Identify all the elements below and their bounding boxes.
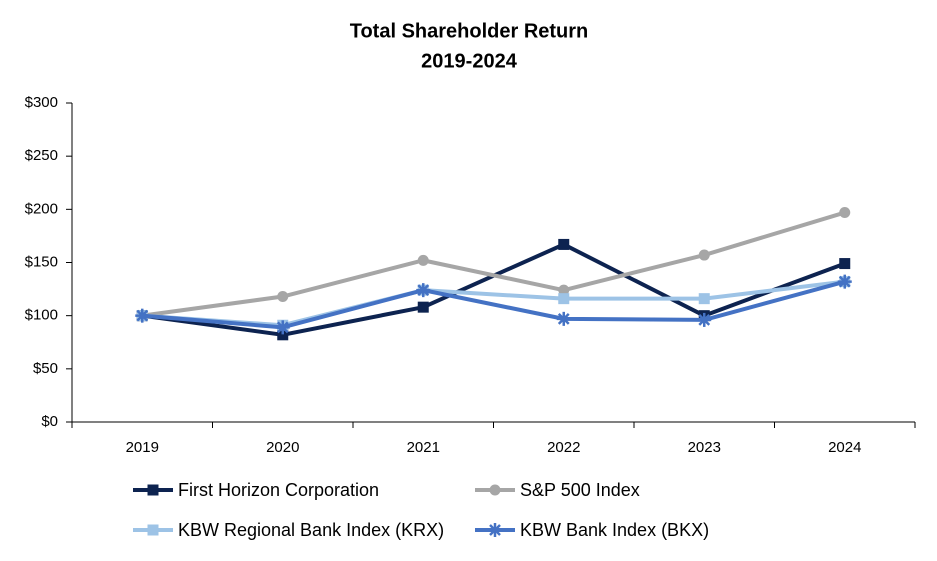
y-tick-label: $250: [25, 147, 58, 164]
data-point: [558, 238, 570, 250]
data-point: [698, 293, 710, 305]
chart-title: Total Shareholder Return: [350, 20, 589, 42]
data-point: [837, 274, 852, 289]
data-point: [277, 291, 289, 303]
y-tick-label: $150: [25, 253, 58, 270]
data-point: [839, 207, 851, 219]
data-point: [277, 329, 289, 341]
y-tick-label: $0: [41, 413, 58, 430]
data-point: [416, 283, 431, 298]
legend-label: First Horizon Corporation: [178, 480, 379, 500]
data-point: [556, 311, 571, 326]
y-tick-label: $200: [25, 200, 58, 217]
x-tick-label: 2022: [547, 439, 580, 456]
marker-stroke: [698, 314, 711, 326]
data-point: [839, 258, 851, 270]
data-point: [698, 249, 710, 261]
x-tick-label: 2019: [126, 439, 159, 456]
data-point: [135, 308, 150, 323]
data-point: [558, 284, 570, 296]
legend-label: KBW Bank Index (BKX): [520, 520, 709, 540]
marker-stroke: [557, 312, 570, 325]
y-tick-label: $100: [25, 307, 58, 324]
marker-stroke: [489, 524, 501, 536]
series-line: [142, 279, 846, 330]
y-tick-label: $50: [33, 360, 58, 377]
y-tick-label: $300: [25, 94, 58, 111]
x-tick-label: 2023: [688, 439, 721, 456]
data-point: [697, 312, 712, 327]
legend-label: KBW Regional Bank Index (KRX): [178, 520, 444, 540]
data-point: [275, 320, 290, 335]
x-tick-label: 2020: [266, 439, 299, 456]
data-point: [417, 254, 429, 266]
x-tick-label: 2021: [407, 439, 440, 456]
legend-label: S&P 500 Index: [520, 480, 640, 500]
chart-subtitle: 2019-2024: [421, 50, 518, 72]
marker-stroke: [136, 309, 149, 322]
marker-stroke: [276, 321, 289, 334]
data-point: [558, 293, 570, 305]
legend-marker: [488, 523, 502, 537]
marker-stroke: [417, 284, 430, 297]
legend-marker: [489, 484, 501, 496]
series-line: [141, 210, 846, 318]
data-point: [417, 301, 429, 313]
x-tick-label: 2024: [828, 439, 861, 456]
legend-marker: [147, 524, 159, 536]
marker-stroke: [838, 275, 851, 288]
legend-marker: [147, 484, 159, 496]
